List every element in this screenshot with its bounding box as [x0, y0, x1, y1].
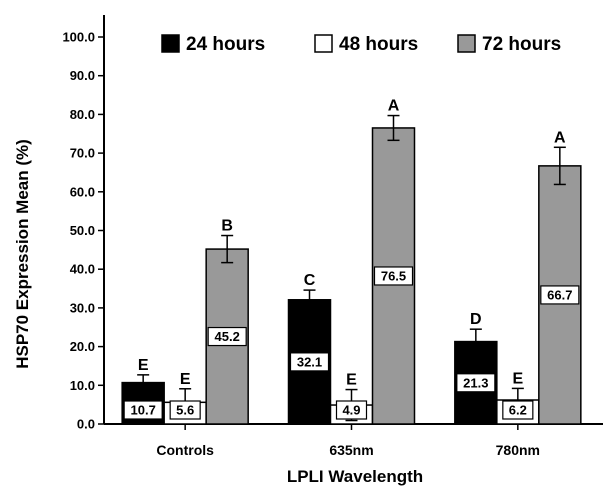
- legend-swatch: [161, 34, 180, 53]
- value-label-box: [123, 400, 163, 420]
- legend-swatch: [457, 34, 476, 53]
- value-label-box: [289, 352, 330, 372]
- significance-letter: E: [346, 372, 357, 389]
- legend-swatch: [314, 34, 333, 53]
- significance-letter: E: [180, 371, 191, 388]
- significance-letter: D: [470, 311, 482, 328]
- significance-letter: A: [388, 98, 400, 115]
- value-label: 21.3: [463, 375, 488, 390]
- significance-letter: E: [512, 370, 523, 387]
- value-label: 6.2: [509, 403, 527, 418]
- y-tick-label: 20.0: [70, 339, 95, 354]
- x-tick-label: 635nm: [329, 442, 373, 458]
- value-label-box: [502, 400, 534, 420]
- bars: E 10.7 C 32.1 D 21.3 E 5.6 E 4.9 E 6.2 B 45.2 A 76.5 A 66…: [121, 98, 582, 425]
- y-axis-title: HSP70 Expression Mean (%): [13, 139, 32, 369]
- y-tick-label: 100.0: [62, 30, 95, 45]
- value-label: 66.7: [547, 287, 572, 302]
- y-tick-label: 60.0: [70, 184, 95, 199]
- significance-letter: C: [304, 272, 316, 289]
- y-tick-label: 50.0: [70, 223, 95, 238]
- y-tick-label: 90.0: [70, 68, 95, 83]
- y-tick-label: 0.0: [77, 417, 95, 432]
- value-label: 4.9: [342, 403, 360, 418]
- x-axis: Controls 635nm 780nm: [104, 423, 603, 458]
- value-label-box: [456, 373, 496, 393]
- y-tick-label: 70.0: [70, 146, 95, 161]
- x-axis-title: LPLI Wavelength: [287, 467, 423, 486]
- value-label: 5.6: [176, 403, 194, 418]
- legend-entry: 24 hours: [186, 34, 265, 55]
- legend: 24 hours 48 hours 72 hours: [161, 34, 561, 55]
- legend-entry: 72 hours: [482, 34, 561, 55]
- y-tick-label: 10.0: [70, 378, 95, 393]
- value-label: 32.1: [297, 354, 322, 369]
- y-axis: 0.0 10.0 20.0 30.0 40.0 50.0 60.0 70.0 80.0 90.0 1…: [62, 15, 105, 432]
- value-label: 10.7: [131, 403, 156, 418]
- y-tick-label: 30.0: [70, 300, 95, 315]
- significance-letter: A: [554, 129, 566, 146]
- value-label-box: [335, 400, 368, 420]
- significance-letter: B: [221, 218, 233, 235]
- value-label: 76.5: [381, 268, 406, 283]
- y-tick-label: 80.0: [70, 107, 95, 122]
- value-label-box: [540, 285, 580, 305]
- value-label: 45.2: [215, 329, 240, 344]
- value-label-box: [207, 326, 247, 347]
- x-tick-label: Controls: [156, 442, 214, 458]
- significance-letter: E: [138, 357, 149, 374]
- y-tick-label: 40.0: [70, 262, 95, 277]
- value-label-box: [373, 266, 414, 286]
- legend-entry: 48 hours: [339, 34, 418, 55]
- value-label-box: [169, 400, 201, 420]
- x-tick-label: 780nm: [496, 442, 540, 458]
